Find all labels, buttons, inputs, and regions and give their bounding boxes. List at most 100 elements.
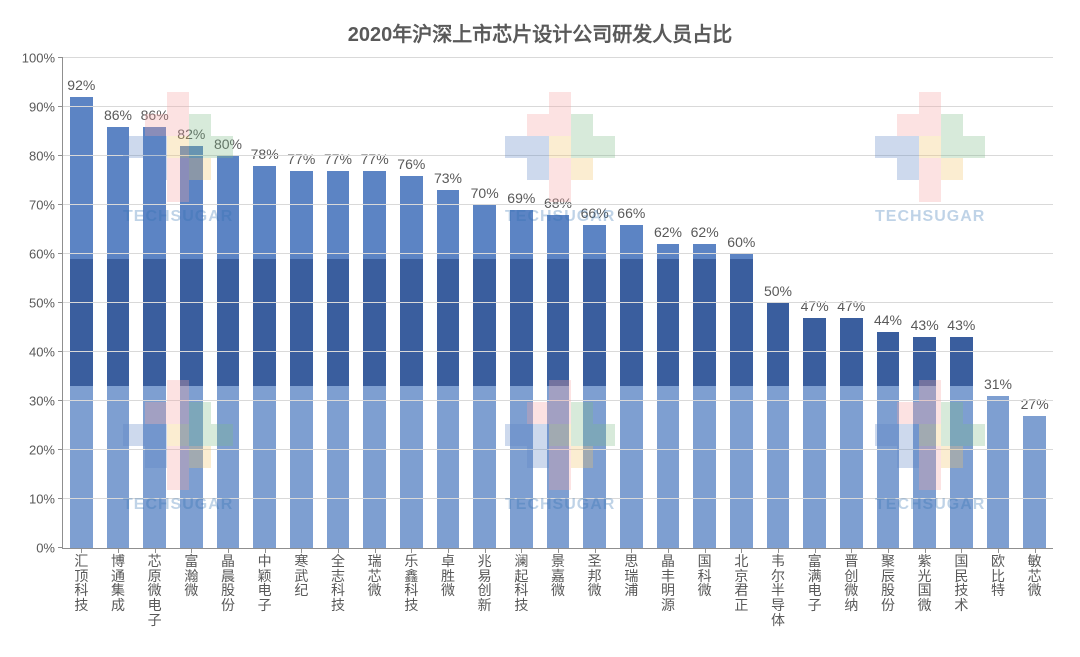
- bar-value-label: 76%: [397, 156, 425, 172]
- bar-segment: [767, 386, 790, 548]
- bar-segment: [253, 259, 276, 386]
- bar: 50%: [767, 303, 790, 548]
- bar-segment: [1023, 416, 1046, 548]
- bar: 43%: [950, 337, 973, 548]
- xtick-label: 晶丰明源: [660, 554, 677, 613]
- ytick-mark: [58, 155, 63, 156]
- bar-value-label: 77%: [361, 151, 389, 167]
- xtick-label: 全志科技: [330, 554, 347, 613]
- ytick-mark: [58, 204, 63, 205]
- bar-segment: [327, 259, 350, 386]
- xtick-label: 敏芯微: [1026, 554, 1043, 598]
- bar-segment: [767, 303, 790, 386]
- bar-segment: [473, 386, 496, 548]
- ytick-label: 40%: [29, 345, 55, 360]
- bar-value-label: 50%: [764, 283, 792, 299]
- bar-segment: [143, 127, 166, 259]
- bar-segment: [363, 386, 386, 548]
- ytick-mark: [58, 253, 63, 254]
- xtick-label: 国民技术: [953, 554, 970, 613]
- ytick-mark: [58, 57, 63, 58]
- bar-segment: [437, 386, 460, 548]
- bar-segment: [693, 386, 716, 548]
- bar-segment: [180, 146, 203, 259]
- bar-slot: 43%紫光国微: [906, 58, 943, 548]
- bar-slot: 62%晶丰明源: [650, 58, 687, 548]
- bar-segment: [730, 386, 753, 548]
- bars-layer: 92%汇顶科技86%博通集成86%芯原微电子82%富瀚微80%晶晨股份78%中颖…: [63, 58, 1053, 548]
- bar-segment: [913, 337, 936, 386]
- grid-line: [63, 106, 1053, 107]
- xtick-label: 紫光国微: [916, 554, 933, 613]
- bar-slot: 47%晋创微纳: [833, 58, 870, 548]
- bar-slot: 76%乐鑫科技: [393, 58, 430, 548]
- xtick-label: 欧比特: [990, 554, 1007, 598]
- bar-segment: [730, 259, 753, 386]
- bar-value-label: 47%: [801, 298, 829, 314]
- bar-segment: [290, 259, 313, 386]
- bar-value-label: 68%: [544, 195, 572, 211]
- bar-segment: [473, 259, 496, 386]
- ytick-mark: [58, 547, 63, 548]
- bar-segment: [473, 205, 496, 259]
- ytick-mark: [58, 498, 63, 499]
- bar: 86%: [107, 127, 130, 548]
- ytick-label: 20%: [29, 443, 55, 458]
- bar-value-label: 47%: [837, 298, 865, 314]
- xtick-label: 聚辰股份: [880, 554, 897, 613]
- xtick-label: 圣邦微: [586, 554, 603, 598]
- bar-segment: [877, 386, 900, 548]
- bar-segment: [363, 259, 386, 386]
- ytick-label: 50%: [29, 296, 55, 311]
- ytick-label: 70%: [29, 198, 55, 213]
- bar-segment: [657, 259, 680, 386]
- xtick-label: 韦尔半导体: [770, 554, 787, 627]
- bar-segment: [510, 386, 533, 548]
- xtick-label: 国科微: [696, 554, 713, 598]
- bar-slot: 77%寒武纪: [283, 58, 320, 548]
- bar-value-label: 77%: [324, 151, 352, 167]
- bar: 78%: [253, 166, 276, 548]
- xtick-label: 思瑞浦: [623, 554, 640, 598]
- bar-value-label: 27%: [1021, 396, 1049, 412]
- bar-value-label: 44%: [874, 312, 902, 328]
- bar-value-label: 66%: [581, 205, 609, 221]
- xtick-label: 北京君正: [733, 554, 750, 613]
- bar-slot: 60%北京君正: [723, 58, 760, 548]
- bar-value-label: 31%: [984, 376, 1012, 392]
- ytick-label: 100%: [22, 51, 55, 66]
- bar: 27%: [1023, 416, 1046, 548]
- bar-segment: [913, 386, 936, 548]
- bar-segment: [70, 97, 93, 259]
- bar-value-label: 43%: [947, 317, 975, 333]
- bar-segment: [950, 386, 973, 548]
- bar: 77%: [290, 171, 313, 548]
- bar-segment: [107, 386, 130, 548]
- grid-line: [63, 302, 1053, 303]
- bar-segment: [583, 259, 606, 386]
- bar-segment: [180, 259, 203, 386]
- bar-slot: 62%国科微: [686, 58, 723, 548]
- plot-area: 92%汇顶科技86%博通集成86%芯原微电子82%富瀚微80%晶晨股份78%中颖…: [62, 58, 1053, 549]
- grid-line: [63, 204, 1053, 205]
- ytick-label: 60%: [29, 247, 55, 262]
- bar-slot: 68%景嘉微: [540, 58, 577, 548]
- bar-segment: [107, 259, 130, 386]
- bar: 80%: [217, 156, 240, 548]
- bar: 31%: [987, 396, 1010, 548]
- bar-slot: 69%澜起科技: [503, 58, 540, 548]
- xtick-label: 兆易创新: [476, 554, 493, 613]
- bar-segment: [840, 318, 863, 387]
- grid-line: [63, 498, 1053, 499]
- bar-slot: 77%瑞芯微: [356, 58, 393, 548]
- bar-segment: [290, 171, 313, 259]
- bar-value-label: 43%: [911, 317, 939, 333]
- bar: 47%: [803, 318, 826, 548]
- ytick-label: 30%: [29, 394, 55, 409]
- bar: 44%: [877, 332, 900, 548]
- bar-segment: [437, 259, 460, 386]
- bar: 60%: [730, 254, 753, 548]
- bar-value-label: 80%: [214, 136, 242, 152]
- xtick-label: 晋创微纳: [843, 554, 860, 613]
- xtick-label: 富瀚微: [183, 554, 200, 598]
